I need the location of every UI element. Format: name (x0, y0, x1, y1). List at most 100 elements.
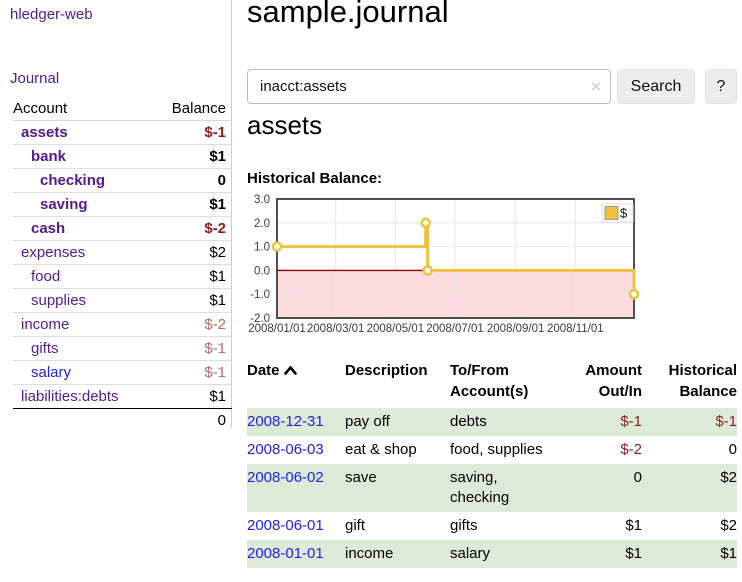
account-row-salary: salary $-1 (13, 361, 232, 385)
account-link-assets[interactable]: assets (21, 124, 68, 141)
y-axis-tick-label: 1.0 (254, 242, 270, 254)
table-row: 2008-12-31 pay off debts $-1 $-1 (247, 408, 737, 436)
register-header-row: Date Description To/From Account(s) Amou… (247, 358, 737, 408)
account-balance: $-1 (204, 340, 226, 357)
transaction-balance: $1 (642, 540, 737, 568)
account-row-bank: bank $1 (13, 145, 232, 169)
account-link-saving[interactable]: saving (40, 196, 88, 213)
transaction-date-link[interactable]: 2008-06-03 (247, 441, 324, 458)
account-row-saving: saving $1 (13, 193, 232, 217)
data-point-marker (422, 265, 433, 276)
legend-swatch (604, 206, 619, 220)
account-link-supplies[interactable]: supplies (31, 292, 87, 309)
account-balance: 0 (217, 172, 226, 189)
transaction-date-link[interactable]: 2008-06-02 (247, 469, 324, 486)
x-axis-tick-label: 2008/01/01 (248, 323, 306, 335)
account-row-liabilities-debts: liabilities:debts $1 (13, 385, 232, 408)
sort-ascending-icon (283, 360, 297, 381)
table-row: 2008-06-01 gift gifts $1 $2 (247, 512, 737, 540)
transaction-amount: $-2 (620, 441, 642, 458)
legend-label: $ (620, 206, 628, 221)
search-box: × (247, 69, 611, 104)
plot-border (276, 198, 635, 319)
account-link-liabilities-debts[interactable]: liabilities:debts (21, 388, 119, 405)
description-header: Description (345, 362, 428, 379)
transaction-amount: $1 (562, 540, 642, 568)
brand-link[interactable]: hledger-web (10, 6, 93, 23)
account-row-supplies: supplies $1 (13, 289, 232, 313)
x-axis-tick-label: 2008/05/01 (367, 323, 425, 335)
register-table: Date Description To/From Account(s) Amou… (247, 358, 737, 568)
balance-column-header: Balance (171, 100, 226, 117)
account-row-cash: cash $-2 (13, 217, 232, 241)
account-link-cash[interactable]: cash (31, 220, 66, 237)
account-row-checking: checking 0 (13, 169, 232, 193)
x-axis-tick-label: 2008/07/01 (426, 323, 484, 335)
account-link-income[interactable]: income (21, 316, 70, 333)
transaction-accounts: food, supplies (450, 441, 543, 458)
account-balance: $1 (209, 292, 226, 309)
transaction-balance: $-1 (642, 408, 737, 436)
account-row-gifts: gifts $-1 (13, 337, 232, 361)
y-axis-tick-label: -2.0 (250, 313, 270, 325)
account-balance: $1 (209, 388, 226, 405)
transaction-accounts: salary (450, 540, 562, 568)
account-row-food: food $1 (13, 265, 232, 289)
account-link-salary[interactable]: salary (31, 364, 72, 381)
account-link-expenses[interactable]: expenses (21, 244, 86, 261)
search-input[interactable] (258, 71, 578, 102)
account-link-bank[interactable]: bank (31, 148, 67, 165)
transaction-date-link[interactable]: 2008-06-01 (247, 517, 324, 534)
transaction-description: income (345, 540, 450, 568)
data-point-marker (628, 288, 640, 300)
data-point-marker (420, 217, 431, 229)
accounts-header-row: Account Balance (13, 97, 232, 121)
transaction-description: save (345, 464, 450, 512)
transaction-amount: $-1 (562, 408, 642, 436)
transaction-description: gift (345, 517, 366, 534)
transaction-balance: $2 (642, 464, 737, 512)
data-point-marker (271, 241, 283, 252)
accounts-total-value: 0 (217, 412, 226, 429)
account-row-expenses: expenses $2 (13, 241, 232, 265)
transaction-date-link[interactable]: 2008-01-01 (247, 545, 324, 562)
account-link-checking[interactable]: checking (40, 172, 106, 189)
x-axis-tick-label: 2008/11/01 (547, 323, 604, 335)
transaction-accounts: gifts (450, 517, 478, 534)
y-axis-tick-label: 0.0 (254, 265, 270, 277)
historical-balance-chart: $3.0 2.0 1.0 0.0 -1.0 -2.0 2008/01/01 2008/03/0… (244, 194, 644, 341)
accounts-total-row: 0 (13, 408, 232, 432)
account-balance: $-2 (204, 316, 226, 333)
x-axis-tick-label: 2008/09/01 (487, 323, 545, 335)
account-balance: $-2 (204, 220, 226, 237)
account-balance: $2 (209, 244, 226, 261)
table-row: 2008-01-01 income salary $1 $1 (247, 540, 737, 568)
page-title: sample.journal (247, 0, 449, 29)
amount-header: Amount Out/In (585, 362, 642, 400)
sidebar-item-journal[interactable]: Journal (10, 70, 60, 87)
accounts-table: Account Balance assets $-1 bank $1 check… (13, 97, 232, 432)
search-row: × Search ? (247, 69, 737, 104)
account-heading: assets (247, 110, 323, 140)
account-link-food[interactable]: food (31, 268, 61, 285)
transaction-amount: 0 (562, 464, 642, 512)
search-button[interactable]: Search (617, 69, 695, 104)
help-button[interactable]: ? (705, 69, 737, 104)
date-sort-header[interactable]: Date (247, 358, 345, 408)
account-row-assets: assets $-1 (13, 121, 232, 145)
transaction-amount: $1 (625, 517, 642, 534)
clear-search-icon[interactable]: × (591, 77, 601, 96)
chart-title: Historical Balance: (247, 170, 383, 187)
y-axis-tick-label: 3.0 (254, 194, 270, 206)
transaction-date-link[interactable]: 2008-12-31 (247, 413, 324, 430)
account-link-gifts[interactable]: gifts (31, 340, 59, 357)
y-axis-tick-label: -1.0 (250, 289, 270, 301)
account-row-income: income $-2 (13, 313, 232, 337)
transaction-balance: $2 (720, 517, 737, 534)
sidebar: hledger-web Journal Account Balance asse… (0, 0, 232, 429)
transaction-accounts: saving, checking (450, 464, 562, 512)
x-axis-tick-label: 2008/03/01 (307, 323, 365, 335)
account-balance: $1 (209, 196, 226, 213)
account-column-header: Account (13, 100, 68, 117)
